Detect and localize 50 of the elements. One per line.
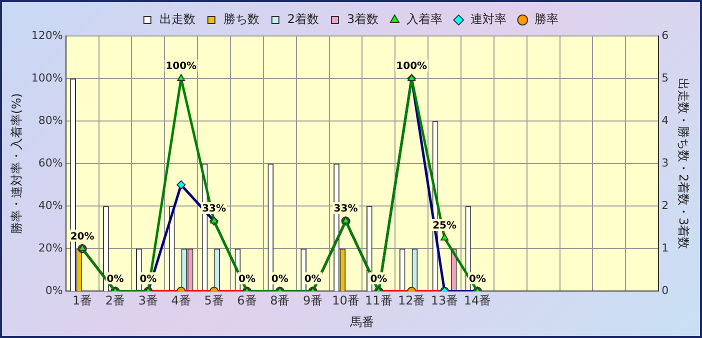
y-axis-title: 勝率・連対率・入着率(%) [9, 93, 24, 234]
data-label: 20% [70, 231, 94, 242]
x-tick-label: 1番 [72, 294, 92, 308]
x-tick-label: 3番 [138, 294, 158, 308]
x-tick-label: 6番 [237, 294, 257, 308]
legend-label: 2着数 [287, 12, 320, 26]
y-tick-label: 60% [38, 156, 63, 170]
y-tick-label: 100% [31, 71, 63, 84]
data-label: 25% [432, 220, 457, 232]
y2-tick-label: 0 [662, 284, 669, 298]
data-label: 0% [140, 274, 157, 285]
data-label: 33% [334, 204, 358, 215]
y-tick-label: 120% [31, 28, 63, 42]
y-tick-label: 0% [45, 284, 63, 298]
data-label: 0% [271, 274, 288, 285]
x-tick-label: 9番 [303, 294, 323, 308]
legend-label: 連対率 [470, 12, 507, 26]
x-tick-label: 12番 [398, 294, 426, 308]
y2-tick-label: 2 [662, 198, 669, 212]
x-tick-label: 10番 [332, 294, 360, 308]
x-tick-label: 13番 [430, 294, 458, 308]
y2-tick-label: 4 [662, 114, 669, 127]
data-label: 0% [468, 274, 486, 285]
x-axis-title: 馬番 [349, 314, 374, 329]
legend-label: 勝率 [534, 12, 559, 26]
legend-label: 3着数 [347, 12, 379, 26]
y-tick-label: 80% [38, 114, 63, 127]
legend-label: 出走数 [159, 12, 196, 26]
x-tick-label: 14番 [464, 294, 492, 308]
y-tick-label: 40% [38, 198, 63, 212]
y2-tick-label: 5 [662, 71, 669, 84]
x-tick-label: 8番 [270, 294, 290, 308]
x-tick-label: 5番 [204, 294, 224, 308]
y2-tick-label: 1 [662, 242, 669, 255]
legend-label: 入着率 [406, 12, 443, 26]
data-label: 0% [304, 274, 322, 285]
data-label: 0% [370, 274, 388, 285]
y2-axis-title: 出走数・勝ち数・2着数・3着数 [676, 78, 691, 250]
data-label: 0% [106, 274, 124, 285]
data-label: 0% [238, 274, 256, 285]
data-label: 100% [396, 61, 428, 72]
x-tick-label: 11番 [365, 294, 392, 308]
x-tick-label: 4番 [171, 294, 191, 308]
legend-label: 勝ち数 [223, 12, 260, 26]
x-tick-label: 2番 [105, 294, 126, 308]
data-label: 33% [202, 204, 226, 215]
y2-tick-label: 3 [662, 156, 669, 170]
data-label: 100% [166, 61, 197, 72]
y2-tick-label: 6 [662, 28, 669, 42]
y-tick-label: 20% [38, 242, 63, 255]
